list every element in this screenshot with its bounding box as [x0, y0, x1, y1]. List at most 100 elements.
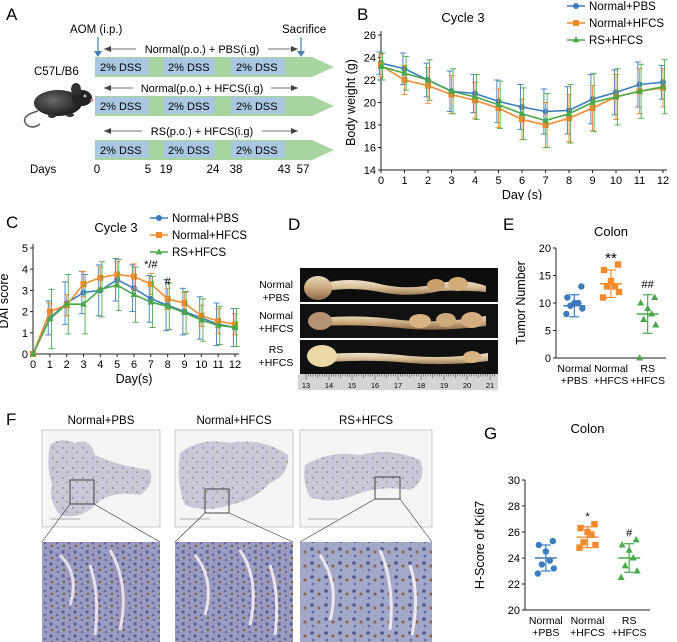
- data-point: [538, 561, 546, 568]
- treatment-label: Normal(p.o.) + PBS(i.g): [145, 44, 260, 56]
- group-hfcs: [599, 261, 623, 301]
- x-tick-label: RS: [640, 363, 655, 375]
- ruler-number: 14: [325, 381, 333, 390]
- data-point: [629, 554, 637, 561]
- legend-marker: [573, 3, 579, 9]
- day-tick: 5: [145, 164, 151, 176]
- x-tick-label: RS: [622, 615, 637, 627]
- data-point: [164, 302, 171, 309]
- group-label: RS: [269, 344, 284, 356]
- legend-marker: [156, 215, 162, 221]
- y-tick-label: 22: [508, 579, 520, 591]
- ruler-number: 20: [463, 381, 471, 390]
- data-point: [519, 116, 525, 123]
- colon-tissue: [328, 352, 488, 365]
- data-point: [589, 105, 596, 112]
- x-tick-label: 3: [80, 359, 86, 371]
- y-tick-label: 24: [508, 553, 520, 565]
- data-point: [563, 310, 570, 318]
- ruler-ticks: 13 14 15 16 17 18 19 20 21: [302, 374, 495, 390]
- dss-box: [95, 97, 149, 114]
- dss-label: 2% DSS: [236, 62, 278, 74]
- y-tick-label: 26: [508, 527, 520, 539]
- group-rs: [636, 293, 660, 361]
- x-tick-label: +HFCS: [612, 627, 647, 639]
- ihc-column-title: Normal+PBS: [68, 415, 135, 427]
- day-tick: 43: [278, 164, 291, 176]
- y-axis-label: Tumor Number: [514, 261, 528, 345]
- dss-label: 2% DSS: [100, 101, 142, 113]
- group-pbs: [534, 537, 558, 577]
- span-arrow-left: [104, 85, 111, 91]
- treatment-label: RS(p.o.) + HFCS(i.g): [151, 126, 253, 138]
- cecum: [307, 345, 337, 367]
- dss-box: [163, 97, 215, 114]
- sacrifice-label: Sacrifice: [282, 24, 326, 36]
- x-tick-label: 8: [566, 175, 572, 187]
- data-point: [636, 87, 643, 94]
- y-axis-label: Body weight (g): [345, 59, 358, 146]
- data-point: [588, 531, 595, 538]
- data-point: [215, 318, 222, 325]
- data-point: [637, 299, 645, 306]
- data-point: [546, 557, 554, 564]
- x-tick-label: +HFCS: [594, 375, 629, 387]
- data-point: [80, 300, 87, 307]
- aom-arrow-head: [94, 51, 102, 57]
- days-label: Days: [30, 164, 56, 176]
- y-tick-label: 22: [364, 75, 376, 87]
- ihc-overview-rs: [299, 429, 433, 528]
- y-tick-label: 4: [22, 264, 28, 276]
- y-tick-label: 14: [364, 165, 376, 177]
- x-tick-label: 5: [114, 359, 120, 371]
- data-point: [578, 283, 585, 290]
- y-tick-label: 30: [508, 475, 520, 487]
- x-tick-label: 1: [401, 175, 407, 187]
- data-point: [130, 291, 138, 298]
- ihc-zoom-pbs: [42, 542, 160, 642]
- data-point: [401, 69, 408, 76]
- data-point: [46, 315, 54, 322]
- data-point: [472, 97, 478, 104]
- y-tick-label: 20: [508, 605, 520, 617]
- ihc-zoom-rs: [300, 542, 432, 642]
- data-point: [651, 293, 659, 301]
- legend-marker: [156, 232, 162, 238]
- dss-label: 2% DSS: [168, 62, 210, 74]
- ruler-number: 15: [348, 381, 356, 390]
- y-tick-label: 3: [22, 285, 28, 297]
- tumor: [448, 277, 468, 291]
- data-point: [611, 283, 619, 290]
- strain-label: C57L/B6: [34, 66, 79, 78]
- data-point: [640, 315, 648, 323]
- dss-label: 2% DSS: [168, 101, 210, 113]
- legend-marker: [573, 20, 579, 26]
- dss-box: [163, 58, 215, 75]
- day-tick: 0: [94, 164, 100, 176]
- panel-letter-f: F: [6, 410, 16, 429]
- x-tick-label: 8: [165, 359, 171, 371]
- dss-box: [231, 141, 285, 158]
- dss-label: 2% DSS: [236, 101, 278, 113]
- dss-label: 2% DSS: [168, 145, 210, 157]
- tumor: [463, 351, 481, 363]
- data-point: [621, 561, 629, 569]
- group-label: +HFCS: [259, 357, 294, 369]
- x-tick-label: 7: [542, 175, 548, 187]
- y-tick-label: 10: [539, 298, 551, 310]
- data-point: [652, 321, 660, 328]
- x-tick-label: 6: [131, 359, 137, 371]
- panel-letter: B: [357, 5, 368, 24]
- sacrifice-arrow-head: [297, 51, 305, 57]
- panel-letter: E: [503, 215, 514, 234]
- y-axis-label: DAI score: [0, 274, 11, 329]
- data-point: [46, 308, 53, 315]
- data-point: [198, 312, 205, 319]
- x-tick-label: +HFCS: [630, 375, 665, 387]
- data-point: [542, 122, 549, 128]
- data-point: [571, 299, 578, 307]
- x-tick-label: 4: [472, 175, 478, 187]
- data-point: [636, 354, 644, 361]
- data-point: [565, 110, 573, 117]
